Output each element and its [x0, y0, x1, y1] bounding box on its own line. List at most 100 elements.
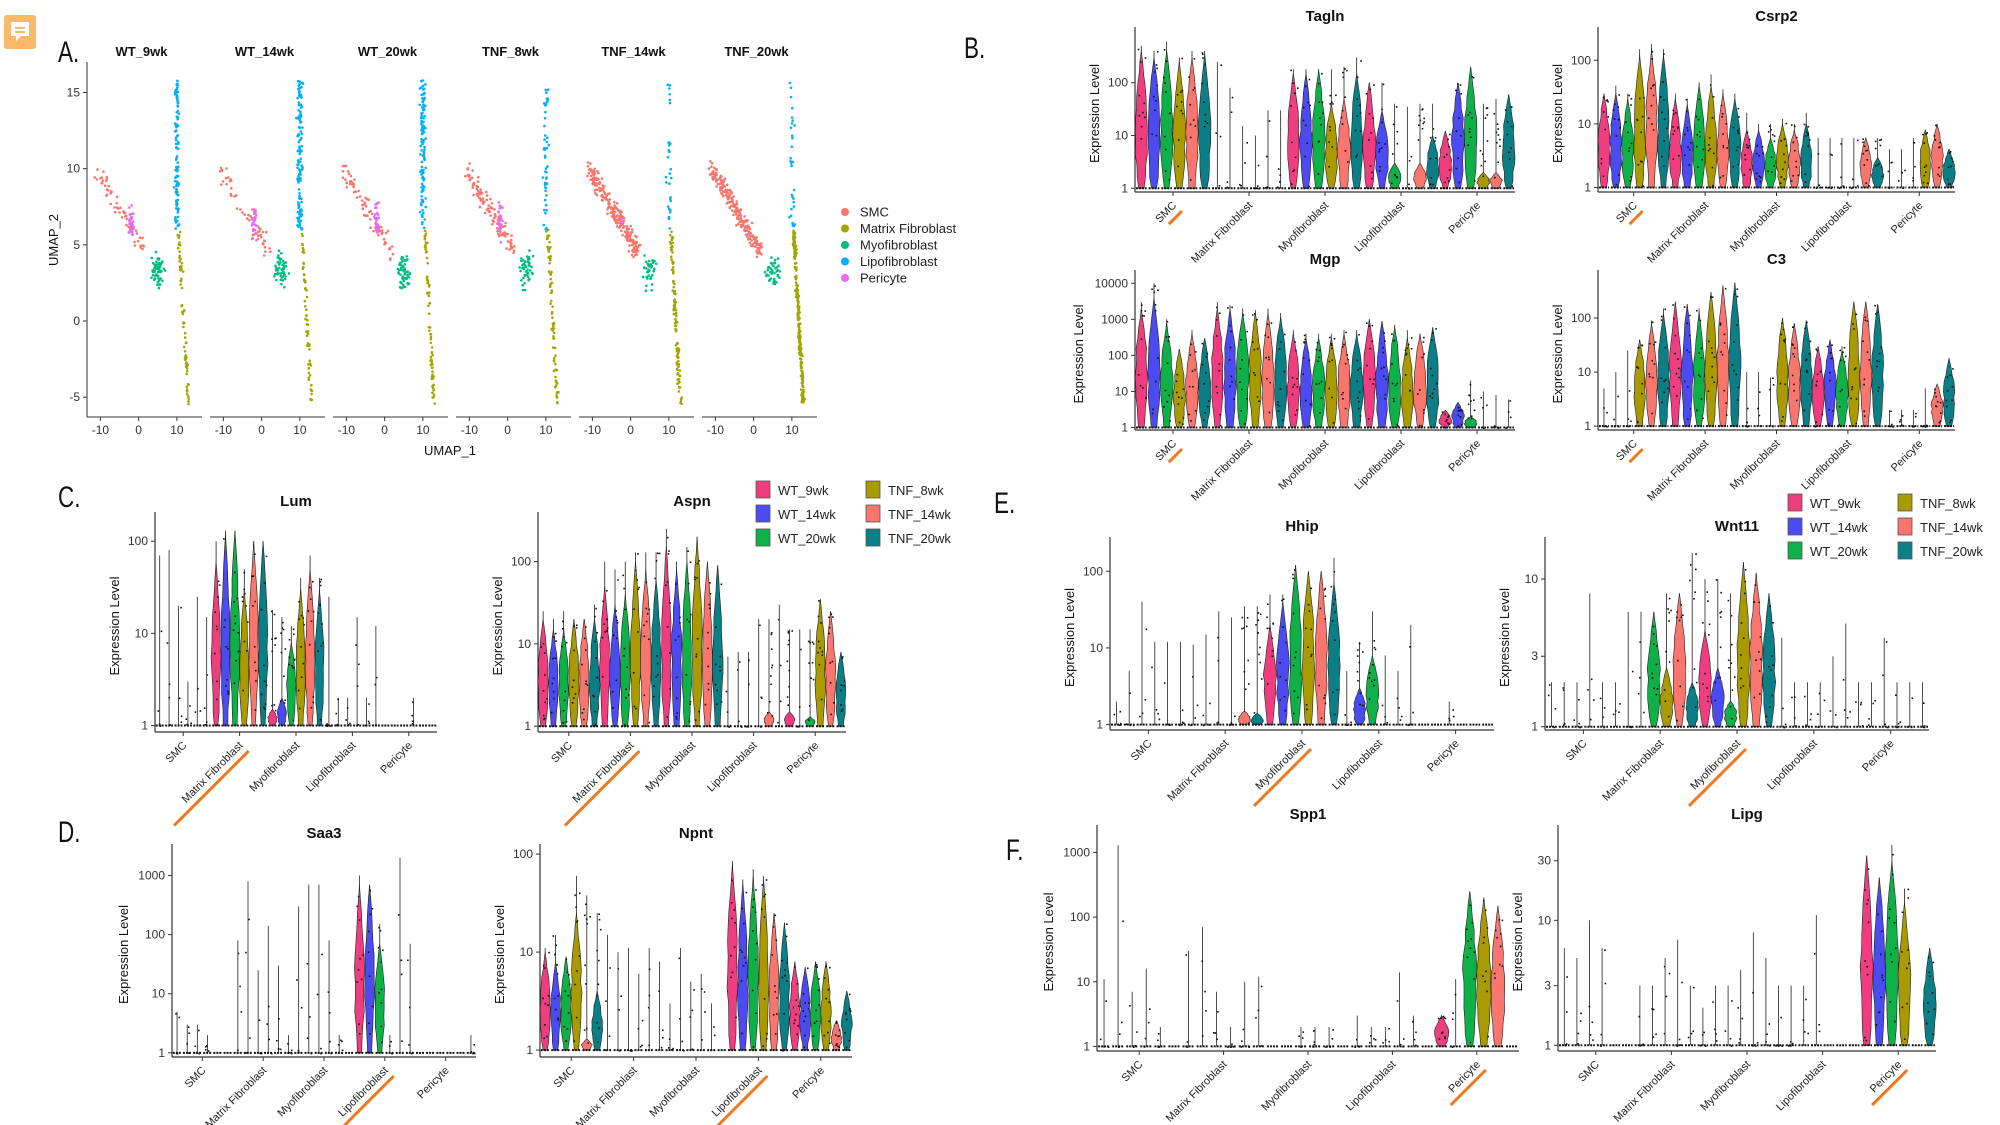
violin — [591, 913, 603, 1052]
data-point — [254, 214, 258, 217]
data-point — [305, 295, 309, 299]
data-point — [175, 207, 178, 210]
data-point — [1698, 98, 1701, 101]
data-point — [420, 149, 423, 152]
data-point — [1192, 386, 1194, 388]
data-point — [794, 253, 797, 256]
data-point — [554, 632, 557, 635]
data-point — [493, 213, 497, 217]
data-point — [544, 1002, 547, 1005]
data-point — [618, 226, 621, 229]
data-point — [1864, 316, 1867, 319]
violin-body — [1388, 327, 1402, 428]
data-point — [424, 126, 427, 130]
violin — [1388, 324, 1402, 429]
data-point — [185, 369, 189, 373]
data-point — [1722, 133, 1724, 135]
data-point — [155, 263, 158, 267]
data-point — [665, 181, 668, 184]
data-point — [1292, 170, 1294, 172]
data-point — [1177, 403, 1180, 405]
legend-label: Matrix Fibroblast — [860, 221, 956, 236]
data-point — [1302, 373, 1304, 375]
data-point — [278, 258, 282, 262]
violin — [233, 940, 243, 1054]
data-point — [297, 203, 301, 206]
data-point — [1344, 362, 1347, 365]
data-point — [1469, 128, 1471, 130]
data-point — [380, 229, 384, 232]
data-point — [786, 696, 789, 698]
data-point — [1329, 129, 1331, 132]
data-point — [789, 160, 792, 163]
data-point — [623, 647, 626, 650]
data-point — [1746, 131, 1749, 134]
data-point — [1617, 119, 1620, 121]
data-point — [1672, 109, 1675, 112]
data-point — [254, 661, 256, 664]
comment-icon[interactable] — [4, 15, 36, 49]
data-point — [552, 327, 556, 330]
data-point — [1815, 187, 1818, 189]
data-point — [356, 685, 359, 687]
data-point — [601, 636, 604, 639]
data-point — [583, 718, 585, 721]
data-point — [1661, 401, 1663, 404]
y-tick-label: 1 — [141, 718, 148, 732]
data-point — [691, 1048, 694, 1051]
violin-body — [1787, 130, 1802, 188]
violin-body — [1681, 104, 1694, 188]
data-point — [787, 643, 790, 646]
data-point — [1784, 383, 1786, 386]
data-point — [278, 262, 281, 266]
chart-title: Npnt — [679, 825, 713, 842]
data-point — [564, 690, 567, 693]
data-point — [1191, 370, 1194, 372]
data-point — [489, 214, 492, 217]
violin — [202, 617, 211, 727]
data-point — [796, 306, 799, 309]
data-point — [531, 254, 535, 258]
data-point — [547, 270, 551, 273]
data-point — [367, 720, 370, 723]
violin-body — [1261, 312, 1275, 428]
data-point — [207, 1050, 210, 1052]
data-point — [1677, 358, 1679, 360]
data-point — [1470, 400, 1472, 402]
data-point — [1291, 141, 1293, 144]
data-point — [1506, 133, 1509, 136]
data-point — [520, 279, 523, 282]
data-point — [544, 717, 546, 720]
data-point — [666, 581, 669, 583]
violin-body — [1644, 49, 1659, 188]
y-tick-label: 1000 — [138, 869, 165, 883]
y-tick-label: 1 — [1584, 181, 1591, 195]
data-point — [677, 635, 680, 638]
data-point — [1215, 132, 1217, 134]
violin-body — [629, 561, 642, 727]
data-point — [1482, 175, 1485, 178]
data-point — [1366, 364, 1368, 367]
data-point — [361, 207, 365, 210]
y-tick-label: 100 — [511, 555, 531, 569]
data-point — [738, 211, 741, 215]
data-point — [675, 583, 677, 585]
data-point — [310, 620, 313, 622]
data-point — [1379, 166, 1381, 168]
data-point — [1746, 426, 1749, 428]
data-point — [679, 1018, 681, 1020]
data-point — [321, 623, 323, 625]
data-point — [670, 176, 673, 180]
data-point — [380, 232, 384, 236]
data-point — [233, 601, 236, 603]
data-point — [777, 721, 779, 724]
data-point — [1305, 399, 1307, 402]
category-label: Myofibroblast — [1728, 200, 1783, 255]
data-point — [280, 632, 282, 634]
data-point — [1358, 391, 1361, 394]
data-point — [298, 618, 300, 620]
data-point — [401, 1040, 403, 1042]
data-point — [799, 388, 803, 391]
data-point — [543, 156, 547, 159]
data-point — [553, 346, 557, 350]
